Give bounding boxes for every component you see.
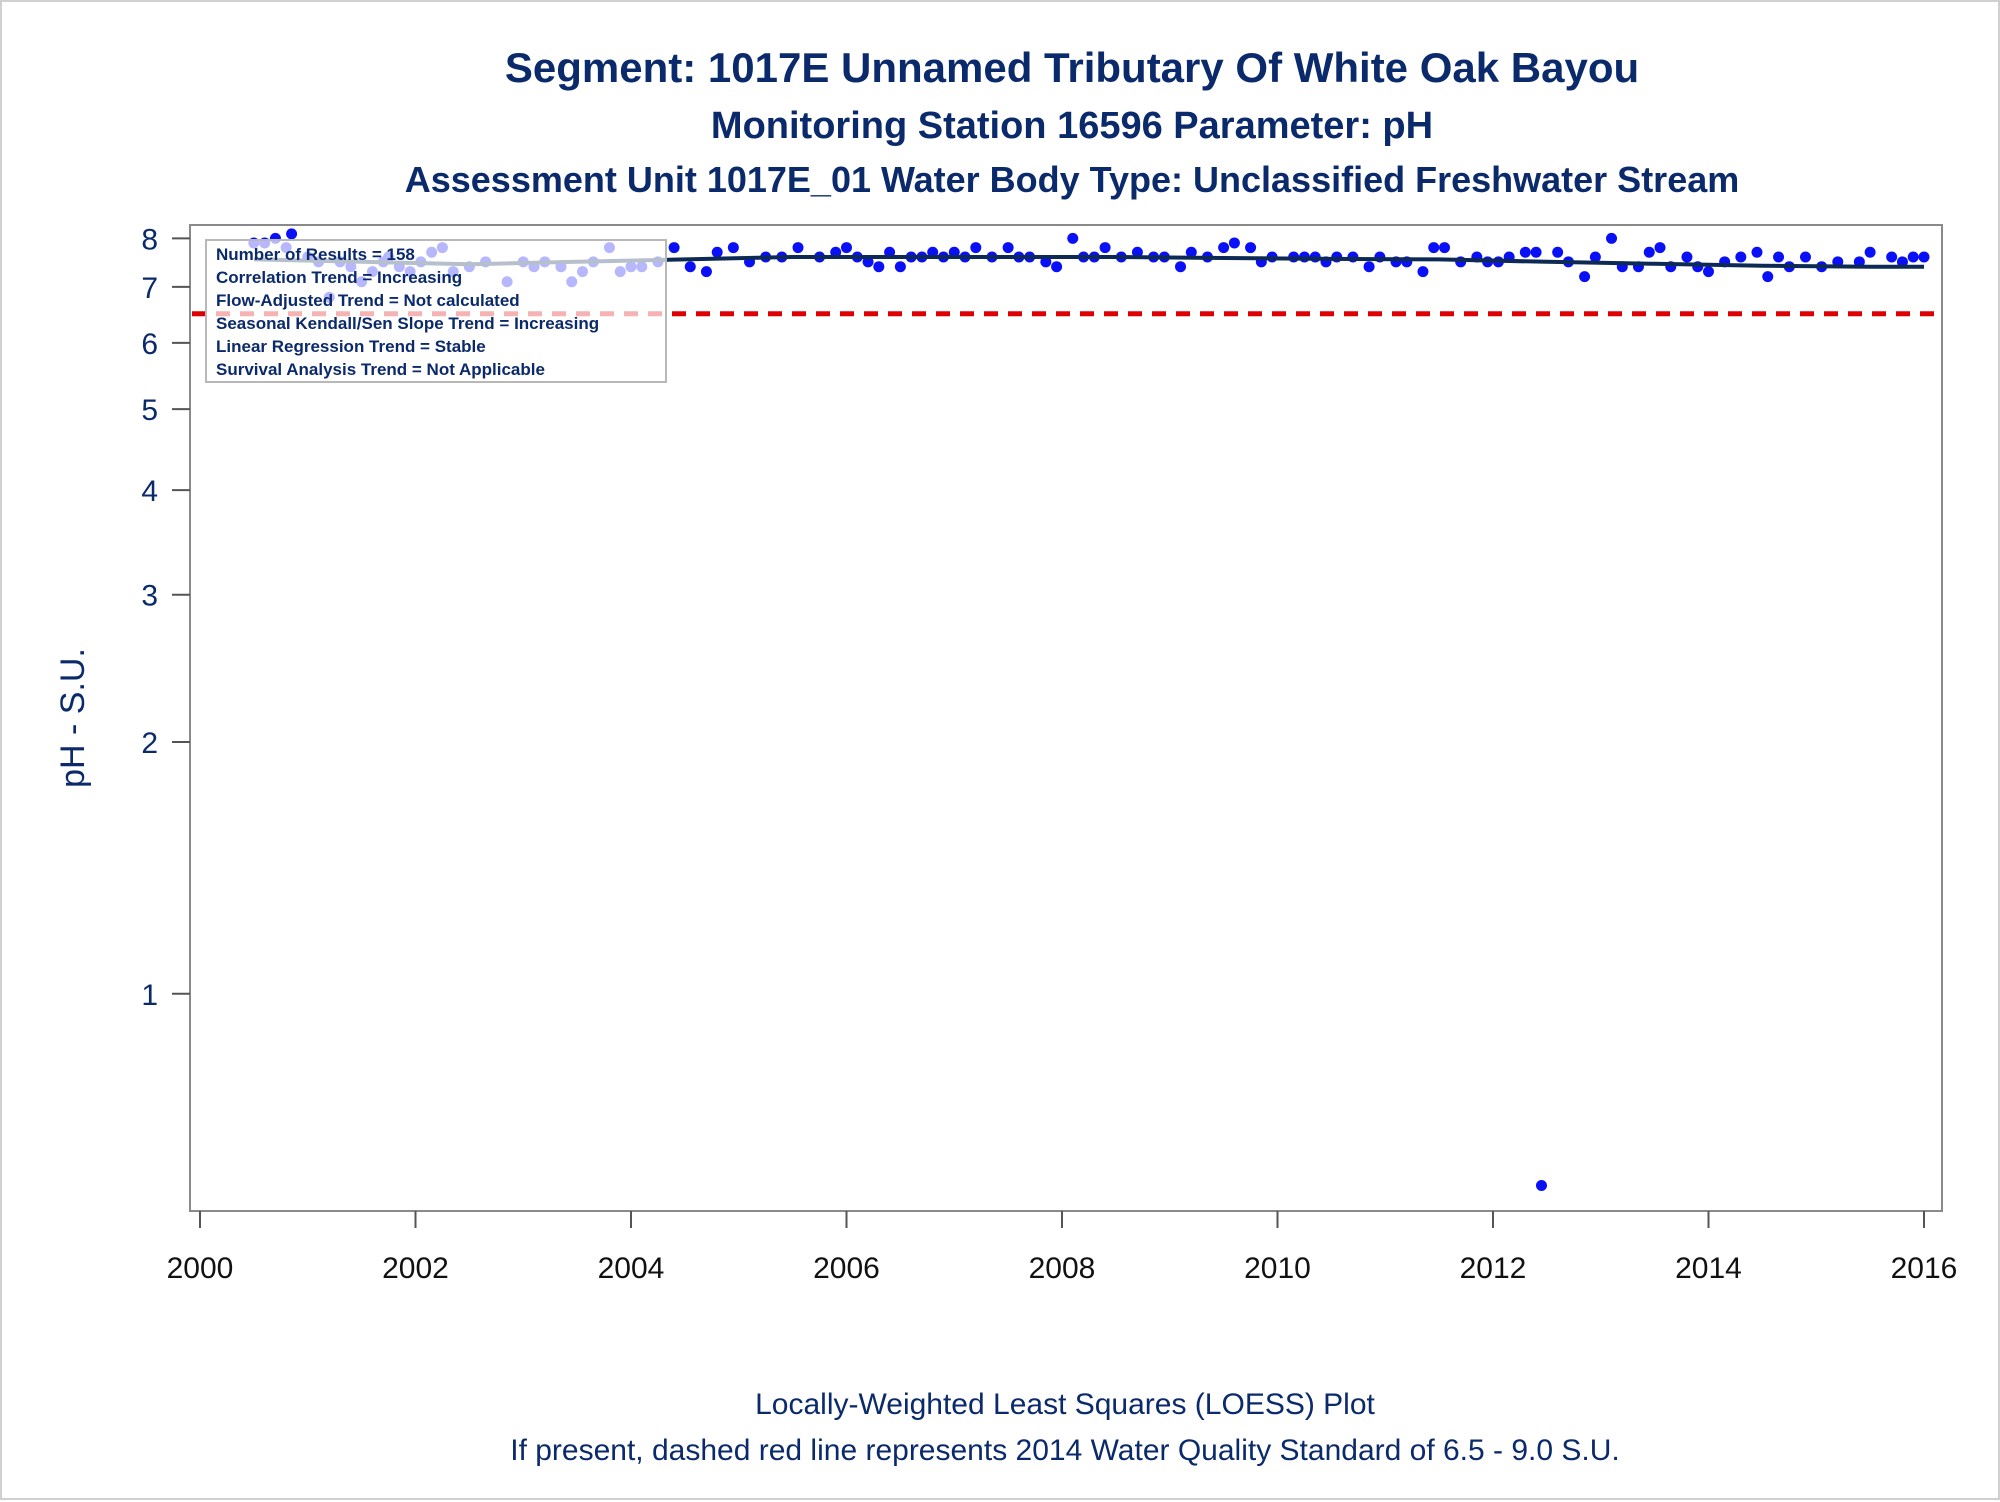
data-point [1703,266,1714,278]
data-point [1175,261,1187,273]
data-point [1040,256,1052,268]
data-point [1245,242,1257,254]
y-tick-label: 6 [141,328,158,361]
data-point [1853,256,1865,268]
data-point [841,242,852,254]
x-tick-label: 2014 [1675,1252,1742,1285]
y-tick-label: 2 [141,727,158,760]
chart-subtitle: Monitoring Station 16596 Parameter: pH [711,105,1433,147]
data-point [1099,242,1111,254]
x-tick-label: 2006 [813,1252,880,1285]
x-tick-label: 2010 [1244,1252,1311,1285]
data-point [1002,242,1014,254]
plot-area [189,224,1943,1212]
y-tick-label: 3 [141,580,158,613]
data-point [1864,246,1876,258]
data-point [1773,251,1785,263]
data-point [970,242,982,254]
y-tick-label: 1 [141,979,158,1012]
data-point [1519,246,1531,258]
x-tick-label: 2000 [167,1252,234,1285]
data-point [1799,251,1811,263]
chart-title: Segment: 1017E Unnamed Tributary Of Whit… [505,44,1639,91]
data-point [1606,232,1618,244]
data-point [1417,266,1429,278]
y-tick-label: 5 [141,394,158,427]
data-point [1067,232,1079,244]
data-point [1654,242,1666,254]
data-point [727,242,739,254]
x-tick-label: 2012 [1460,1252,1527,1285]
data-point [1131,246,1143,258]
y-tick-label: 4 [141,475,158,508]
data-point [1907,251,1919,263]
stats-line-seasonal-kendall: Seasonal Kendall/Sen Slope Trend = Incre… [216,314,599,333]
y-axis: 1 2 3 4 5 6 7 8 [141,223,190,1012]
x-axis: 2000 2002 2004 2006 2008 2010 2012 2014 2016 [167,1211,1958,1285]
y-tick-label: 7 [141,272,158,305]
data-point [1579,271,1591,283]
stats-line-survival: Survival Analysis Trend = Not Applicable [216,360,545,379]
y-tick-label: 8 [141,223,158,256]
stats-box: Number of Results = 158 Correlation Tren… [205,239,667,383]
stats-line-correlation: Correlation Trend = Increasing [216,268,462,287]
data-point [700,266,712,278]
data-point [1439,242,1451,254]
data-point [862,256,874,268]
data-point [711,246,723,258]
data-point [1681,251,1693,263]
data-point [1886,251,1898,263]
data-point [1751,246,1763,258]
data-point [1643,246,1655,258]
x-tick-label: 2008 [1029,1252,1096,1285]
data-point [1363,261,1375,273]
data-point [894,261,906,273]
data-point [1185,246,1197,258]
data-point [684,261,696,273]
data-point [1428,242,1440,254]
chart-subtitle-2: Assessment Unit 1017E_01 Water Body Type… [405,159,1740,200]
footnote-standard: If present, dashed red line represents 2… [510,1434,1620,1467]
data-point [1896,256,1908,268]
data-point [873,261,885,273]
data-point [1051,261,1063,273]
data-point [1918,251,1930,263]
data-point [1535,1179,1547,1191]
y-axis-title: pH - S.U. [54,648,92,788]
data-point [1589,251,1601,263]
x-tick-label: 2016 [1891,1252,1958,1285]
data-point [1530,246,1542,258]
data-point [1552,246,1564,258]
data-point [1735,251,1747,263]
data-point [286,228,298,240]
footnote-loess: Locally-Weighted Least Squares (LOESS) P… [755,1388,1375,1421]
data-point [792,242,804,254]
data-point [1218,242,1230,254]
x-tick-label: 2002 [382,1252,449,1285]
stats-line-linear-regression: Linear Regression Trend = Stable [216,337,486,356]
data-point [1762,271,1774,283]
data-point [1228,237,1240,249]
stats-box-frame [205,239,667,383]
data-point [668,242,680,254]
stats-line-results: Number of Results = 158 [216,245,415,264]
stats-line-flow-adjusted: Flow-Adjusted Trend = Not calculated [216,291,520,310]
x-tick-label: 2004 [598,1252,665,1285]
